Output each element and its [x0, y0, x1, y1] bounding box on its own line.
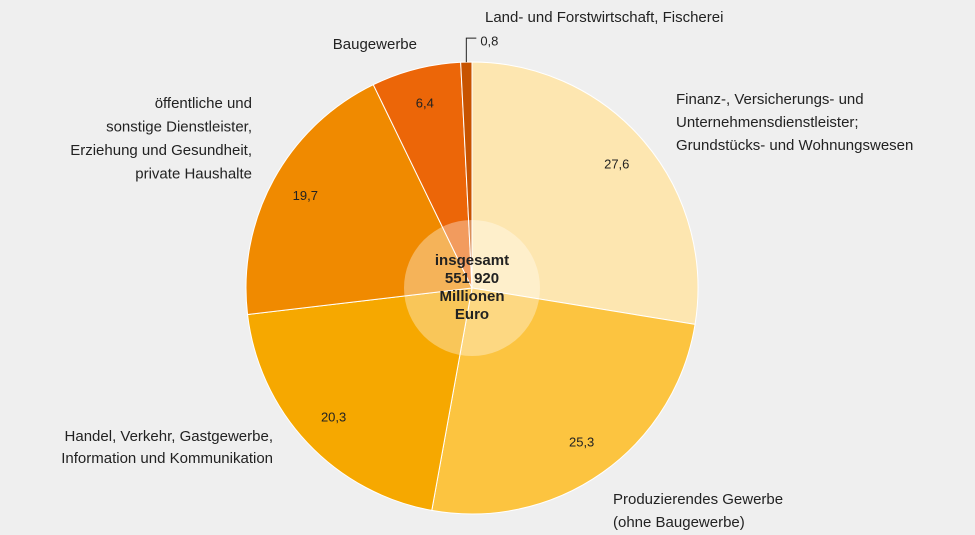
category-label: Finanz-, Versicherungs- und — [676, 91, 864, 108]
category-label: Produzierendes Gewerbe — [613, 491, 783, 508]
value-label: 27,6 — [604, 156, 629, 171]
category-label: öffentliche und — [155, 95, 252, 112]
pie-slice — [245, 84, 473, 316]
pie-slice — [460, 61, 473, 289]
value-label: 0,8 — [480, 34, 498, 49]
pie-slice — [247, 287, 473, 511]
category-label: Unternehmensdienstleister; — [676, 114, 859, 131]
pie-slice — [431, 287, 696, 515]
value-label: 6,4 — [416, 95, 434, 110]
center-disc — [404, 220, 540, 356]
center-label: 551 920 — [445, 270, 499, 287]
pie-slice — [471, 61, 699, 325]
center-label: Euro — [455, 306, 489, 323]
category-label: Baugewerbe — [333, 36, 417, 53]
category-label: private Haushalte — [135, 165, 252, 182]
center-label: Millionen — [440, 288, 505, 305]
category-label: Land- und Forstwirtschaft, Fischerei — [485, 9, 723, 26]
center-label: insgesamt — [435, 252, 509, 269]
value-label: 25,3 — [569, 435, 594, 450]
value-label: 20,3 — [321, 410, 346, 425]
value-label: 19,7 — [293, 188, 318, 203]
category-label: sonstige Dienstleister, — [106, 118, 252, 135]
category-label: Information und Kommunikation — [61, 450, 273, 467]
category-label: Handel, Verkehr, Gastgewerbe, — [65, 428, 273, 445]
category-label: (ohne Baugewerbe) — [613, 514, 745, 531]
category-label: Grundstücks- und Wohnungswesen — [676, 137, 913, 154]
category-label: Erziehung und Gesundheit, — [70, 142, 252, 159]
leader-line — [465, 37, 477, 63]
